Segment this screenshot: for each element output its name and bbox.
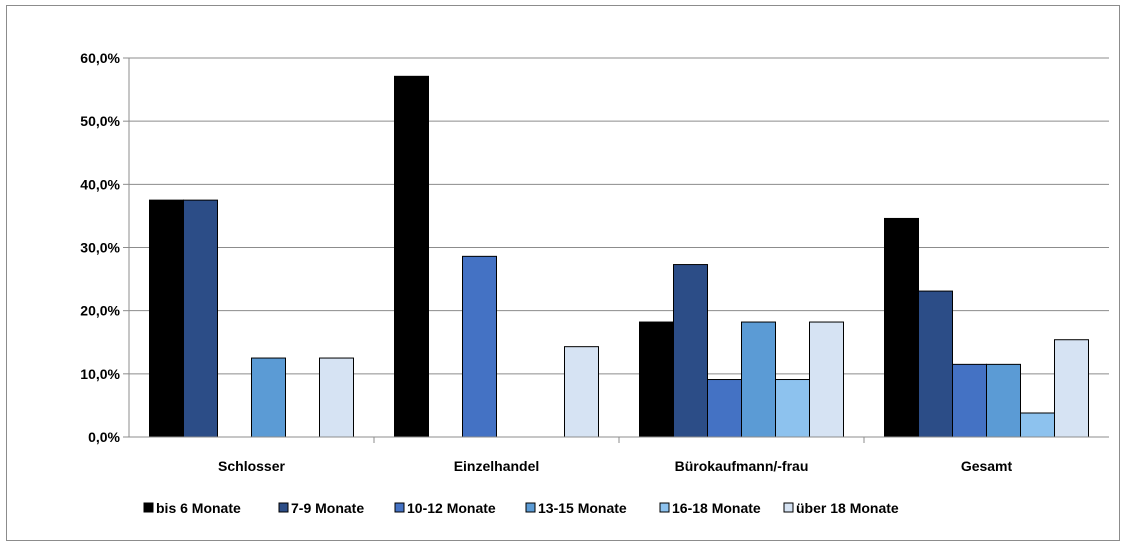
bar	[394, 75, 429, 438]
legend-label: 7-9 Monate	[291, 500, 364, 516]
y-tick-label: 10,0%	[80, 366, 120, 382]
legend-swatch	[783, 502, 794, 513]
bar	[149, 199, 184, 438]
x-category-label: Bürokaufmann/-frau	[675, 458, 809, 474]
y-tick-label: 40,0%	[80, 176, 120, 192]
legend: bis 6 Monate 7-9 Monate 10-12 Monate 13-15 …	[143, 500, 899, 516]
x-category-label: Einzelhandel	[454, 458, 540, 474]
bar	[775, 379, 810, 438]
legend-label: 16-18 Monate	[672, 500, 761, 516]
legend-label: 13-15 Monate	[538, 500, 627, 516]
x-category-label: Gesamt	[961, 458, 1013, 474]
legend-swatch	[394, 502, 405, 513]
bar	[952, 363, 987, 438]
bar	[319, 357, 354, 438]
y-tick-label: 60,0%	[80, 50, 120, 66]
y-tick-label: 30,0%	[80, 240, 120, 256]
x-category-label: Schlosser	[218, 458, 285, 474]
bar	[986, 363, 1021, 438]
bar	[707, 379, 742, 438]
y-tick-label: 20,0%	[80, 303, 120, 319]
legend-swatch	[143, 502, 154, 513]
legend-label: 10-12 Monate	[407, 500, 496, 516]
legend-label: über 18 Monate	[796, 500, 899, 516]
legend-swatch	[525, 502, 536, 513]
bar	[741, 321, 776, 438]
bar	[918, 290, 953, 438]
axes: 0,0% 10,0% 20,0% 30,0% 40,0% 50,0% 60,0% Schlos…	[80, 50, 1109, 474]
y-tick-label: 50,0%	[80, 113, 120, 129]
bar	[809, 321, 844, 438]
y-tick-label: 0,0%	[88, 429, 120, 445]
bars	[149, 75, 1089, 438]
bar	[1020, 412, 1055, 438]
bar	[673, 264, 708, 438]
legend-swatch	[659, 502, 670, 513]
bar	[462, 255, 497, 438]
legend-label: bis 6 Monate	[156, 500, 241, 516]
bar	[639, 321, 674, 438]
bar	[1054, 339, 1089, 438]
bar	[564, 346, 599, 438]
gridlines	[129, 57, 1109, 375]
bar	[183, 199, 218, 438]
bar	[251, 357, 286, 438]
legend-swatch	[278, 502, 289, 513]
bar	[884, 217, 919, 438]
